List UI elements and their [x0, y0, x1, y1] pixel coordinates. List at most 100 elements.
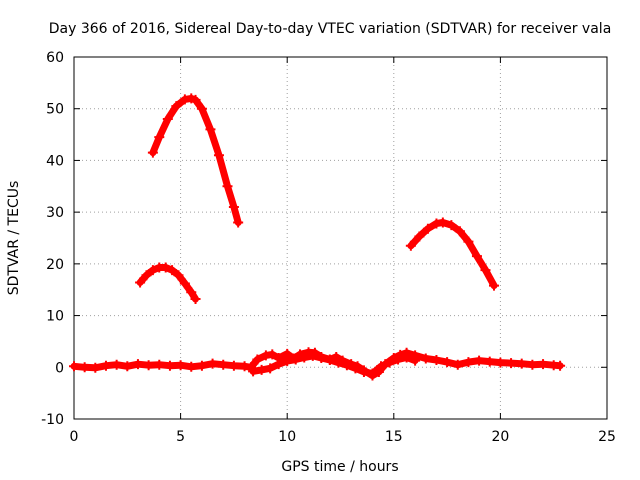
data-point-marker [160, 262, 171, 273]
series-near-zero-lower [248, 350, 421, 379]
series-band [149, 94, 242, 226]
data-point-marker [154, 359, 165, 370]
data-point-marker [367, 368, 378, 379]
data-point-marker [452, 359, 463, 370]
data-point-marker [256, 364, 267, 375]
x-tick-label: 5 [176, 429, 185, 445]
y-tick-label: 40 [46, 153, 64, 169]
series-arc-1 [147, 93, 244, 228]
data-point-marker [555, 360, 566, 371]
data-point-marker [147, 147, 158, 158]
series-band [407, 219, 498, 290]
data-point-marker [358, 366, 369, 377]
data-point-marker [265, 363, 276, 374]
data-point-marker [228, 201, 239, 212]
data-point-marker [190, 294, 201, 305]
data-point-marker [100, 360, 111, 371]
x-tick-label: 20 [491, 429, 509, 445]
y-tick-label: 0 [55, 360, 64, 376]
x-tick-label: 15 [385, 429, 403, 445]
data-point-marker [393, 354, 404, 365]
data-point-marker [228, 360, 239, 371]
data-point-marker [446, 220, 457, 231]
x-tick-label: 10 [278, 429, 296, 445]
data-point-marker [273, 359, 284, 370]
data-point-marker [69, 361, 79, 372]
data-point-marker [186, 361, 197, 372]
data-point-marker [341, 360, 352, 371]
data-point-marker [410, 355, 421, 366]
y-axis-label: SDTVAR / TECUs [6, 181, 22, 296]
data-point-marker [164, 360, 175, 371]
y-tick-label: 60 [46, 50, 64, 66]
data-point-marker [474, 355, 485, 366]
grid-layer [74, 57, 607, 419]
data-point-marker [506, 358, 517, 369]
x-tick-label: 0 [70, 429, 79, 445]
series-arc-3 [405, 217, 500, 291]
data-point-marker [538, 359, 549, 370]
data-point-marker [333, 357, 344, 368]
data-point-marker [484, 356, 495, 367]
y-tick-label: 10 [46, 309, 64, 325]
x-tick-label: 25 [598, 429, 616, 445]
data-point-marker [420, 353, 431, 364]
data-point-marker [260, 350, 271, 361]
data-point-marker [495, 357, 506, 368]
data-point-marker [489, 280, 500, 291]
data-point-marker [154, 132, 165, 143]
data-point-marker [79, 362, 90, 373]
data-point-marker [90, 362, 101, 373]
data-point-marker [222, 181, 233, 192]
data-point-marker [147, 265, 158, 276]
data-point-marker [213, 150, 224, 161]
data-point-marker [173, 270, 184, 281]
data-point-marker [190, 94, 201, 105]
data-point-marker [431, 218, 442, 229]
data-point-marker [350, 363, 361, 374]
data-point-marker [463, 236, 474, 247]
data-point-marker [401, 352, 412, 363]
data-point-marker [431, 355, 442, 366]
x-axis-label: GPS time / hours [281, 459, 398, 475]
data-point-marker [290, 354, 301, 365]
data-point-marker [167, 265, 178, 276]
data-point-marker [186, 287, 197, 298]
data-point-marker [141, 270, 152, 281]
series-arc-2 [135, 262, 201, 305]
data-point-marker [516, 358, 527, 369]
data-point-marker [442, 357, 453, 368]
data-point-marker [282, 356, 293, 367]
data-point-marker [422, 223, 433, 234]
chart-title: Day 366 of 2016, Sidereal Day-to-day VTE… [49, 21, 612, 37]
y-tick-label: 30 [46, 205, 64, 221]
series-near-zero [69, 347, 566, 381]
data-point-marker [196, 103, 207, 114]
data-point-marker [162, 114, 173, 125]
y-tick-label: 20 [46, 257, 64, 273]
series-band [136, 264, 199, 303]
data-point-marker [316, 352, 327, 363]
data-point-marker [179, 278, 190, 289]
data-point-marker [267, 349, 278, 360]
data-point-marker [463, 357, 474, 368]
plot-frame [73, 56, 608, 420]
data-point-marker [205, 124, 216, 135]
series-layer [69, 93, 566, 381]
data-point-marker [324, 355, 335, 366]
y-tick-label: 50 [46, 102, 64, 118]
data-point-marker [135, 277, 146, 288]
data-point-marker [307, 350, 318, 361]
data-point-marker [175, 360, 186, 371]
tick-layer: 0 5 10 15 20 25 -10 0 10 20 30 40 50 60 [41, 50, 616, 445]
data-point-marker [171, 101, 182, 112]
data-point-marker [196, 360, 207, 371]
data-point-marker [454, 226, 465, 237]
data-point-marker [239, 361, 250, 372]
data-point-marker [122, 361, 133, 372]
data-point-marker [299, 352, 310, 363]
data-point-marker [480, 265, 491, 276]
data-point-marker [414, 231, 425, 242]
data-point-marker [405, 240, 416, 251]
